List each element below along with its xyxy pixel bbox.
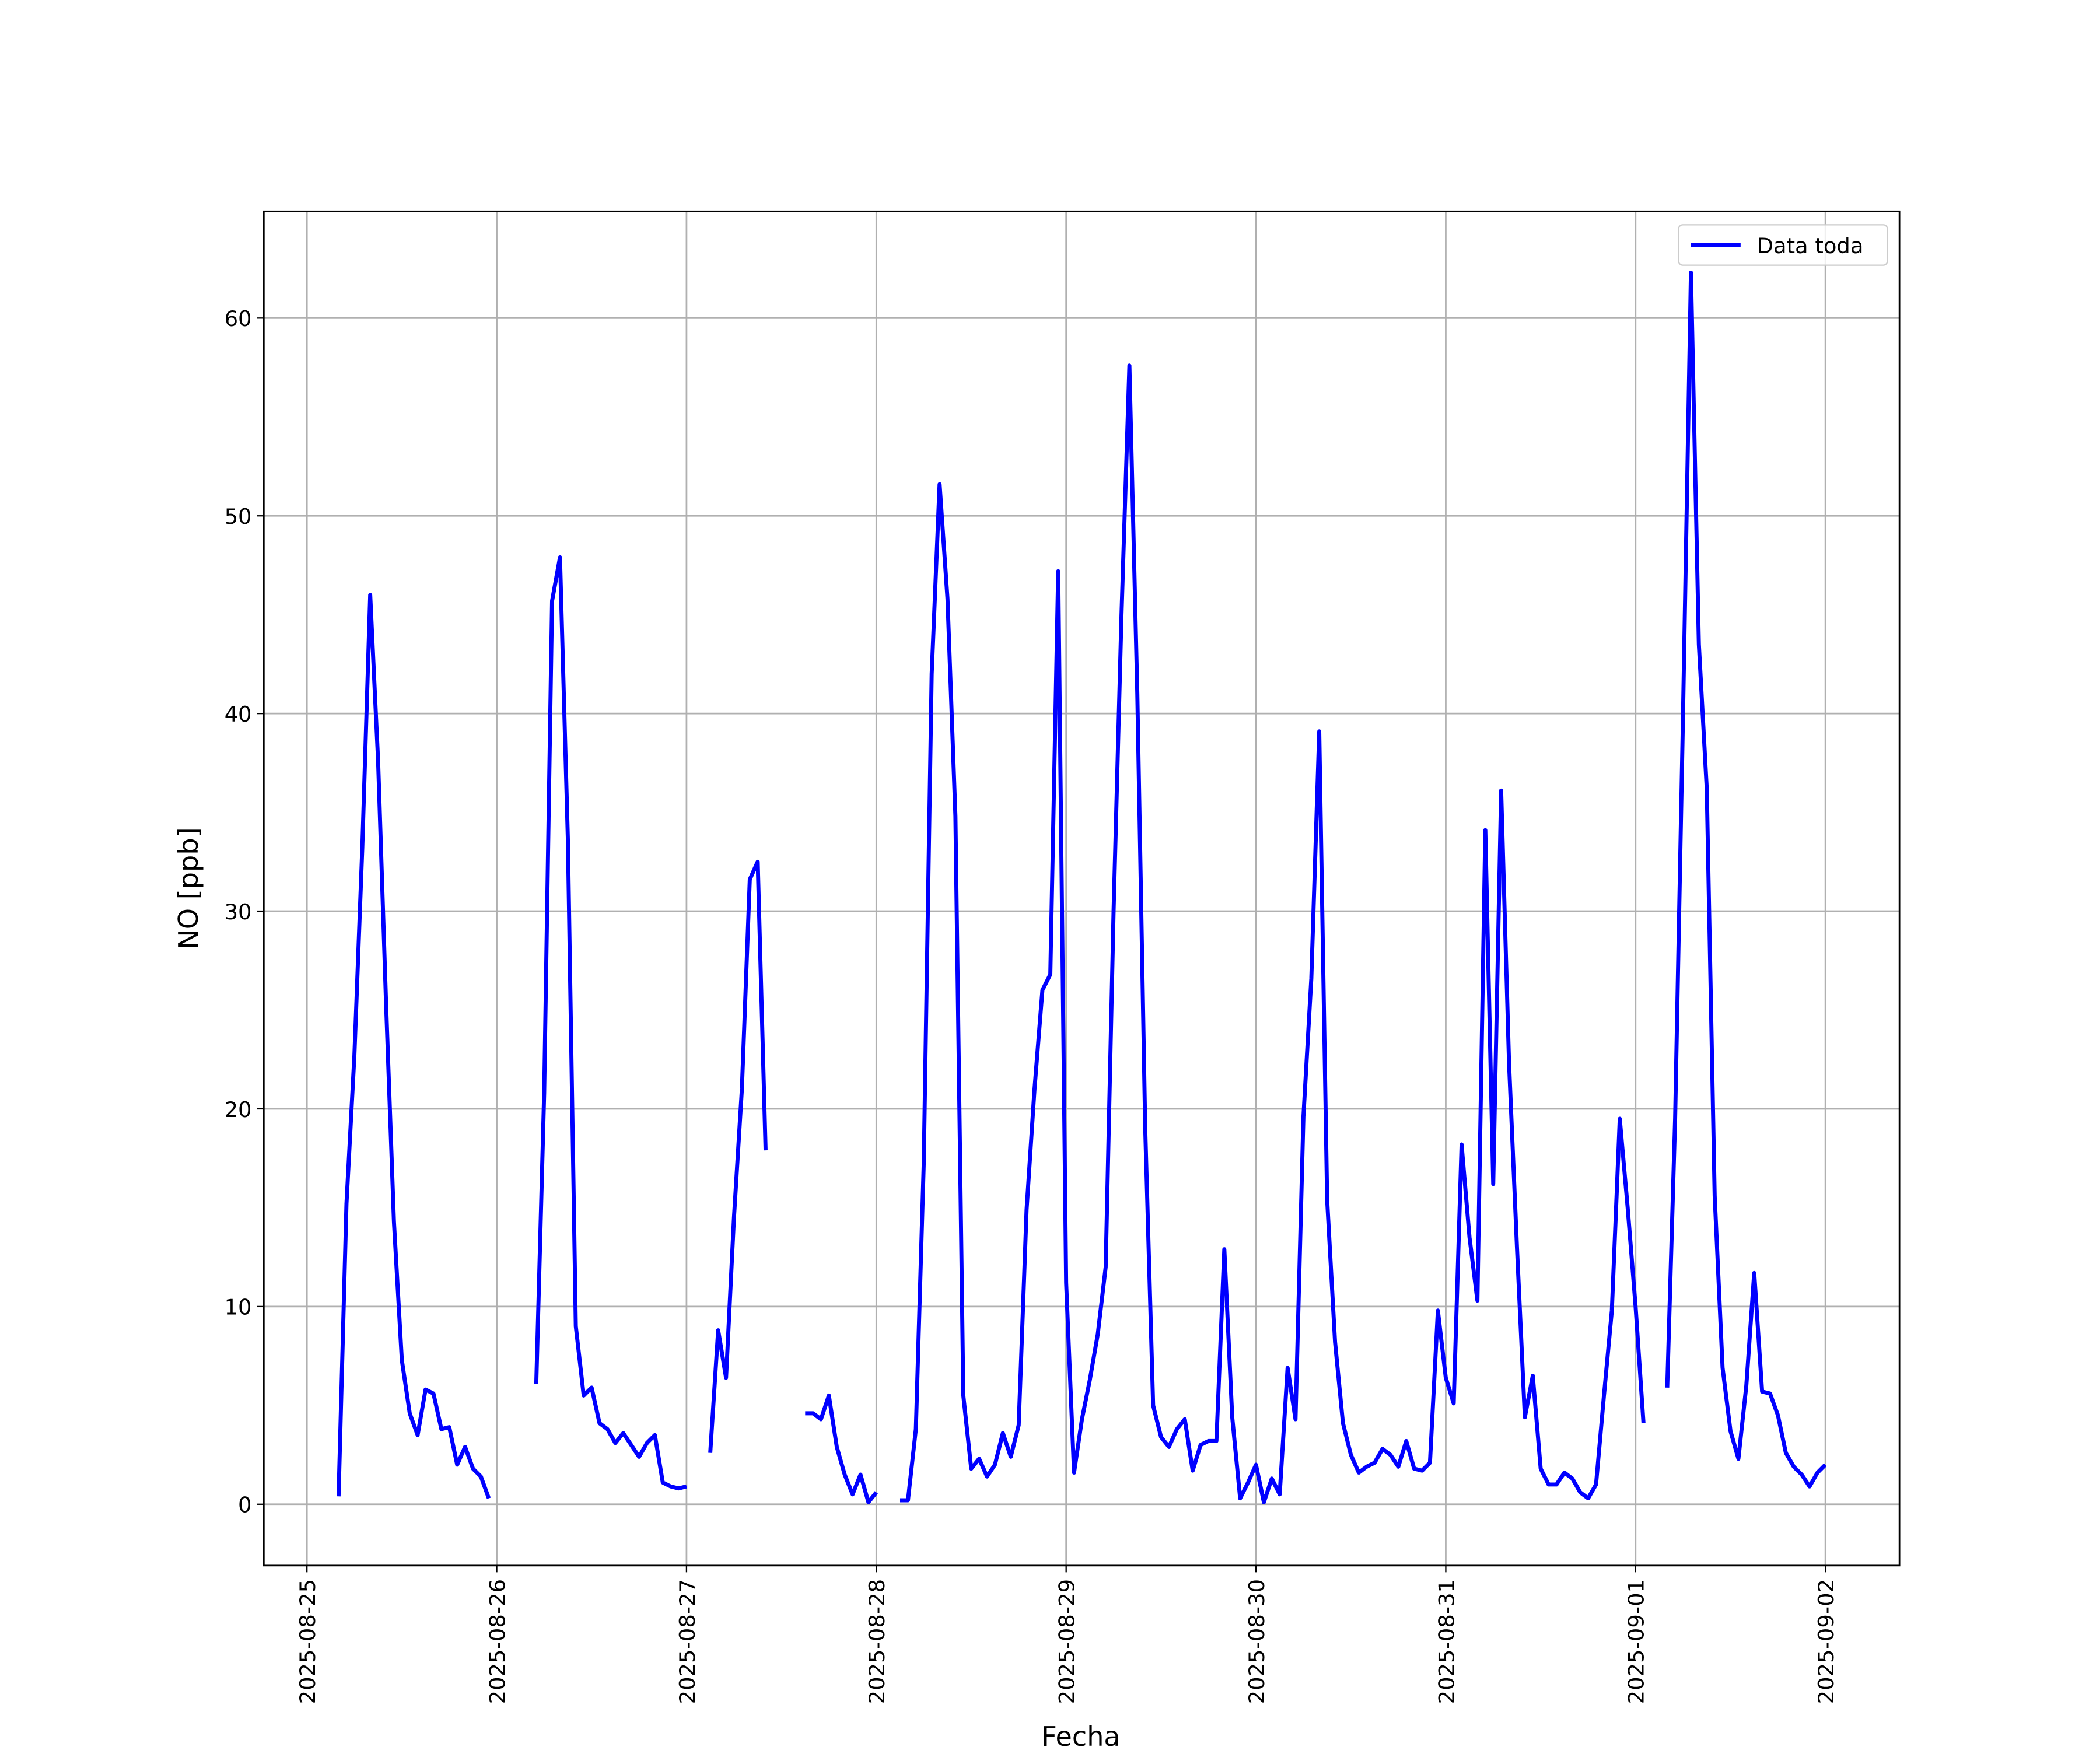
x-tick-label: 2025-08-25 bbox=[295, 1579, 320, 1704]
x-tick-label: 2025-08-26 bbox=[485, 1579, 510, 1704]
x-tick-label: 2025-08-27 bbox=[675, 1579, 700, 1704]
x-axis-label: Fecha bbox=[1041, 1721, 1120, 1750]
axes-frame bbox=[262, 210, 1901, 1567]
y-tick-label: 60 bbox=[225, 306, 252, 331]
x-tick-label: 2025-08-30 bbox=[1244, 1579, 1269, 1704]
grid bbox=[264, 211, 1900, 1566]
y-axis-label: NO [ppb] bbox=[173, 827, 204, 949]
y-tick-label: 0 bbox=[238, 1493, 251, 1518]
y-tick-label: 50 bbox=[225, 504, 252, 529]
legend-label: Data toda bbox=[1757, 233, 1864, 258]
x-tick-label: 2025-08-31 bbox=[1434, 1579, 1459, 1704]
x-tick-label: 2025-09-02 bbox=[1814, 1579, 1839, 1704]
y-tick-label: 30 bbox=[225, 900, 252, 925]
data-line bbox=[336, 270, 1827, 1504]
legend: Data toda bbox=[1678, 224, 1888, 266]
plot bbox=[336, 270, 1827, 1504]
legend-box bbox=[1678, 224, 1888, 266]
y-tick-label: 20 bbox=[225, 1097, 252, 1122]
x-tick-label: 2025-09-01 bbox=[1624, 1579, 1649, 1704]
y-tick-label: 10 bbox=[225, 1295, 252, 1320]
x-tick-label: 2025-08-28 bbox=[864, 1579, 890, 1704]
ticks: 0 10 20 30 40 50 60 2025-08-25 2025-08-26 2025-08… bbox=[225, 306, 1839, 1704]
y-tick-label: 40 bbox=[225, 702, 252, 727]
x-tick-label: 2025-08-29 bbox=[1055, 1579, 1080, 1704]
